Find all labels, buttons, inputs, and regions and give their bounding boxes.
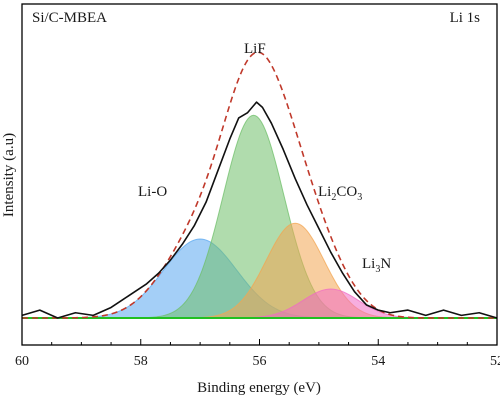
- x-ticks: 60 58 56 54 52: [15, 339, 500, 369]
- label-li2co3: Li2CO3: [318, 184, 362, 203]
- x-tick-label: 58: [134, 354, 148, 369]
- y-axis-title: Intensity (a.u): [1, 133, 17, 217]
- label-li2co3-tail: CO: [336, 184, 357, 200]
- fit-envelope-line: [22, 51, 497, 319]
- component-fills: [22, 114, 497, 319]
- label-lif: LiF: [244, 41, 266, 57]
- region-label: Li 1s: [450, 10, 481, 26]
- raw-spectrum-line: [21, 101, 498, 319]
- label-li3n-main: Li: [362, 256, 375, 272]
- curve-lines: [21, 51, 498, 319]
- x-axis-title: Binding energy (eV): [197, 380, 321, 396]
- label-lio: Li-O: [138, 184, 167, 200]
- x-tick-label: 52: [490, 354, 500, 369]
- sample-label: Si/C-MBEA: [32, 10, 107, 26]
- x-tick-label: 56: [253, 354, 267, 369]
- label-li2co3-sub2: 3: [357, 192, 362, 203]
- x-tick-label: 54: [371, 354, 385, 369]
- x-tick-label: 60: [15, 354, 29, 369]
- label-li2co3-sub: 2: [331, 192, 336, 203]
- label-li3n-tail: N: [380, 256, 391, 272]
- label-li3n: Li3N: [362, 256, 391, 275]
- label-li3n-sub: 3: [375, 264, 380, 275]
- label-li2co3-main: Li: [318, 184, 331, 200]
